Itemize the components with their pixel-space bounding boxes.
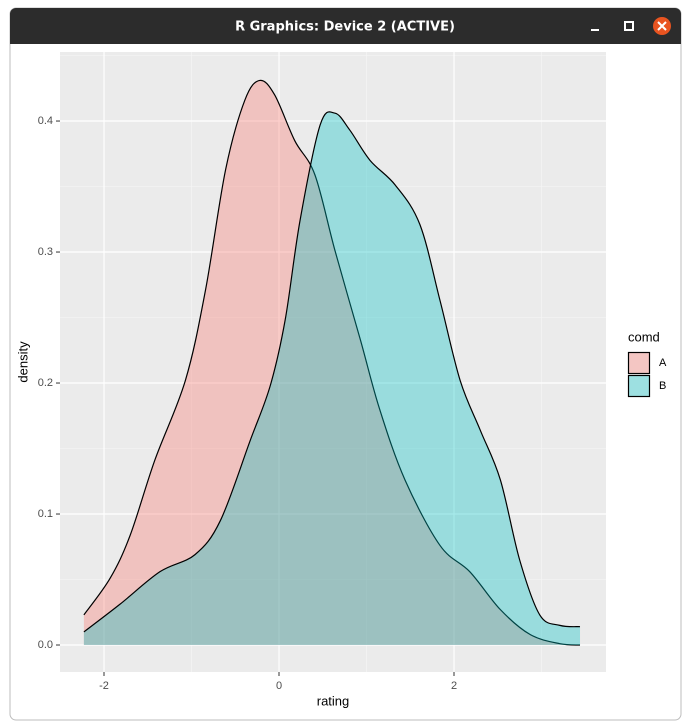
y-tick-label: 0.2 xyxy=(38,377,53,389)
x-tick-label: -2 xyxy=(99,680,109,692)
window-title: R Graphics: Device 2 (ACTIVE) xyxy=(235,20,455,35)
density-area xyxy=(83,80,581,646)
x-axis-title: rating xyxy=(317,693,350,708)
legend-key xyxy=(627,374,651,398)
close-icon xyxy=(657,21,667,31)
maximize-icon xyxy=(624,21,634,31)
y-axis-title: density xyxy=(15,341,30,383)
density-area xyxy=(83,111,581,646)
y-tick-label: 0.4 xyxy=(38,115,53,127)
y-tick-label: 0.3 xyxy=(38,246,53,258)
density-line xyxy=(83,111,581,633)
plot-panel xyxy=(60,52,606,672)
close-button[interactable] xyxy=(653,17,671,35)
x-tick-label: 2 xyxy=(451,680,457,692)
y-tick-label: 0.1 xyxy=(38,508,53,520)
density-line xyxy=(83,79,581,646)
legend-label: B xyxy=(659,380,666,392)
y-tick-label: 0.0 xyxy=(38,639,53,651)
maximize-button[interactable] xyxy=(624,21,634,31)
title-bar xyxy=(10,8,681,44)
x-tick-label: 0 xyxy=(276,680,282,692)
legend-label: A xyxy=(659,357,667,369)
legend-key-bg xyxy=(628,352,650,374)
legend-key-bg xyxy=(628,375,650,397)
legend-key xyxy=(627,351,651,375)
chart: -2 0 2 0.0 0.1 0.2 0.3 0.4 AB xyxy=(38,52,667,692)
legend-title: comd xyxy=(628,329,660,344)
